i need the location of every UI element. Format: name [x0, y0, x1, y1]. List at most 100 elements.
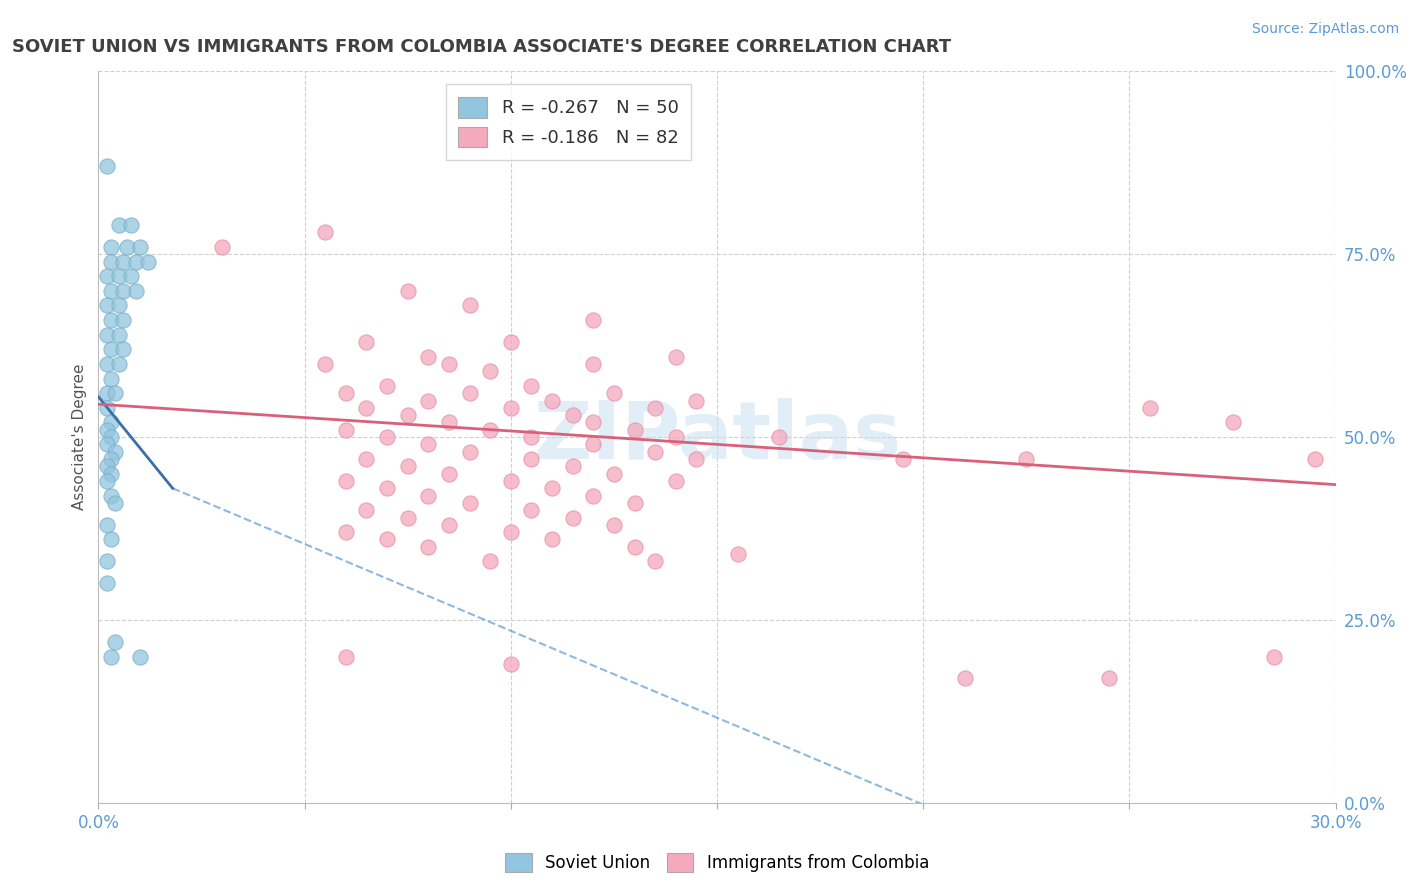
Point [499, 401, 522, 415]
Point [96, 298, 118, 312]
Point [644, 401, 666, 415]
Point [100, 649, 122, 664]
Point [100, 254, 122, 268]
Point [120, 269, 142, 284]
Point [418, 489, 440, 503]
Point [128, 240, 150, 254]
Point [665, 474, 688, 488]
Point [100, 284, 122, 298]
Point [541, 481, 564, 495]
Point [96, 517, 118, 532]
Point [499, 474, 522, 488]
Point [953, 672, 976, 686]
Point [1015, 452, 1038, 467]
Point [104, 386, 127, 401]
Point [335, 474, 357, 488]
Point [520, 503, 543, 517]
Point [644, 554, 666, 568]
Point [96, 357, 118, 371]
Point [665, 430, 688, 444]
Point [100, 313, 122, 327]
Point [211, 240, 233, 254]
Point [124, 284, 146, 298]
Point [727, 547, 749, 561]
Point [1222, 416, 1244, 430]
Point [96, 269, 118, 284]
Text: SOVIET UNION VS IMMIGRANTS FROM COLOMBIA ASSOCIATE'S DEGREE CORRELATION CHART: SOVIET UNION VS IMMIGRANTS FROM COLOMBIA… [11, 38, 950, 56]
Point [603, 467, 626, 481]
Point [96, 401, 118, 415]
Point [100, 452, 122, 467]
Point [561, 510, 583, 524]
Point [100, 467, 122, 481]
Point [665, 350, 688, 364]
Point [458, 298, 481, 312]
Point [96, 459, 118, 474]
Point [499, 525, 522, 540]
Point [108, 218, 131, 232]
Point [520, 379, 543, 393]
Point [100, 430, 122, 444]
Point [603, 517, 626, 532]
Point [418, 437, 440, 451]
Legend: Soviet Union, Immigrants from Colombia: Soviet Union, Immigrants from Colombia [498, 846, 936, 879]
Point [1303, 452, 1326, 467]
Point [541, 533, 564, 547]
Point [561, 408, 583, 422]
Point [136, 254, 159, 268]
Point [499, 657, 522, 671]
Point [335, 423, 357, 437]
Point [96, 437, 118, 451]
Point [112, 254, 135, 268]
Point [561, 459, 583, 474]
Point [112, 343, 135, 357]
Text: ZIPatlas: ZIPatlas [533, 398, 901, 476]
Point [100, 371, 122, 385]
Point [96, 554, 118, 568]
Point [314, 357, 336, 371]
Point [96, 327, 118, 342]
Point [582, 416, 605, 430]
Point [96, 474, 118, 488]
Point [96, 576, 118, 591]
Point [108, 298, 131, 312]
Point [396, 408, 419, 422]
Point [108, 327, 131, 342]
Point [458, 444, 481, 458]
Point [582, 313, 605, 327]
Point [418, 393, 440, 408]
Point [100, 489, 122, 503]
Point [437, 467, 460, 481]
Point [499, 334, 522, 349]
Point [356, 503, 378, 517]
Point [396, 459, 419, 474]
Point [582, 357, 605, 371]
Point [418, 350, 440, 364]
Point [479, 423, 502, 437]
Y-axis label: Associate's Degree: Associate's Degree [72, 364, 87, 510]
Point [375, 430, 398, 444]
Point [375, 533, 398, 547]
Point [685, 393, 707, 408]
Point [104, 496, 127, 510]
Point [335, 525, 357, 540]
Point [128, 649, 150, 664]
Text: Source: ZipAtlas.com: Source: ZipAtlas.com [1251, 22, 1399, 37]
Point [100, 416, 122, 430]
Point [108, 357, 131, 371]
Point [520, 430, 543, 444]
Point [375, 481, 398, 495]
Point [1098, 672, 1121, 686]
Point [520, 452, 543, 467]
Point [396, 284, 419, 298]
Point [112, 313, 135, 327]
Point [1263, 649, 1285, 664]
Point [356, 334, 378, 349]
Point [396, 510, 419, 524]
Point [96, 386, 118, 401]
Point [891, 452, 914, 467]
Point [437, 357, 460, 371]
Point [582, 437, 605, 451]
Point [100, 240, 122, 254]
Point [437, 517, 460, 532]
